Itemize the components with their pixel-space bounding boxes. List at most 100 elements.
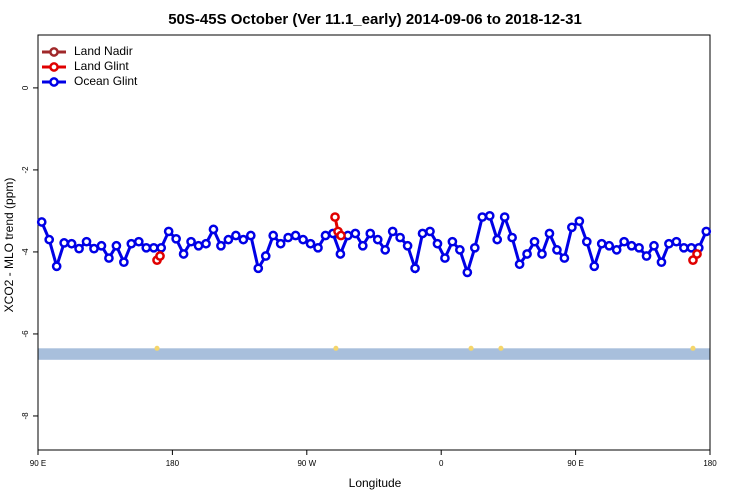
y-tick-label: -8 <box>21 412 30 420</box>
band-marker <box>333 345 339 351</box>
point <box>492 234 503 245</box>
point <box>477 212 488 222</box>
point <box>148 242 159 253</box>
point <box>59 238 69 248</box>
x-tick-label: 0 <box>439 459 444 468</box>
point <box>656 257 667 268</box>
y-tick-label: -4 <box>21 248 30 256</box>
point <box>320 230 331 241</box>
point <box>89 243 99 254</box>
point <box>611 245 622 255</box>
x-tick-label: 90 W <box>297 459 316 468</box>
point <box>336 230 346 241</box>
point <box>417 228 428 239</box>
x-tick-label: 90 E <box>567 459 583 468</box>
point <box>604 240 615 251</box>
point <box>507 232 517 243</box>
y-tick-label: 0 <box>21 85 30 90</box>
point <box>387 226 398 237</box>
point <box>567 222 577 233</box>
point <box>447 236 458 247</box>
point <box>223 234 234 245</box>
point <box>402 240 413 251</box>
point <box>193 240 204 251</box>
point <box>469 242 480 253</box>
point <box>619 236 629 247</box>
point <box>260 251 271 261</box>
x-tick-label: 180 <box>166 459 180 468</box>
point <box>245 230 256 241</box>
point <box>298 234 308 245</box>
point <box>589 261 600 272</box>
point <box>74 243 84 254</box>
point <box>410 263 420 274</box>
point <box>440 253 450 263</box>
point <box>155 251 165 261</box>
plot-frame <box>37 34 711 451</box>
legend-marker <box>49 47 59 57</box>
point <box>81 236 92 247</box>
point <box>514 259 525 270</box>
point <box>537 249 547 259</box>
point <box>104 253 114 263</box>
legend-label: Land Glint <box>74 59 129 73</box>
point <box>395 232 405 243</box>
legend-marker <box>49 62 59 72</box>
point <box>186 236 196 247</box>
band-marker <box>690 345 696 351</box>
point <box>380 245 391 255</box>
legend-label: Land Nadir <box>74 44 133 58</box>
point <box>649 240 659 251</box>
point <box>156 242 167 253</box>
chart-title: 50S-45S October (Ver 11.1_early) 2014-09… <box>168 11 582 28</box>
point <box>365 228 376 239</box>
point <box>133 236 144 247</box>
point <box>36 217 47 227</box>
point <box>216 240 226 251</box>
point <box>544 228 555 239</box>
point <box>111 240 122 251</box>
legend-marker <box>49 77 59 87</box>
point <box>330 212 340 222</box>
point <box>126 238 137 249</box>
point <box>305 238 316 249</box>
point <box>559 253 570 263</box>
point <box>462 267 473 278</box>
point <box>692 249 702 259</box>
point <box>253 263 264 274</box>
point <box>679 242 689 253</box>
point <box>484 210 495 221</box>
point <box>238 234 249 245</box>
band-marker <box>498 345 504 351</box>
point <box>634 242 644 253</box>
point <box>275 238 286 249</box>
point <box>499 212 510 222</box>
point <box>96 240 107 251</box>
legend-label: Ocean Glint <box>74 74 138 88</box>
point <box>522 249 532 259</box>
point <box>141 242 152 253</box>
point <box>51 261 62 272</box>
band-marker <box>154 345 160 351</box>
point <box>432 238 443 249</box>
point <box>574 216 585 227</box>
point <box>455 245 465 255</box>
point <box>529 236 540 247</box>
point <box>350 228 361 239</box>
band-marker <box>468 345 474 351</box>
point <box>201 238 211 249</box>
point <box>372 234 383 245</box>
point <box>313 242 323 253</box>
point <box>626 240 637 251</box>
point <box>581 236 592 247</box>
point <box>425 226 435 237</box>
band <box>38 348 710 360</box>
point <box>641 251 652 261</box>
point <box>596 238 607 249</box>
point <box>171 233 181 244</box>
point <box>290 230 301 241</box>
point <box>208 224 219 235</box>
point <box>44 234 55 245</box>
point <box>283 232 293 243</box>
